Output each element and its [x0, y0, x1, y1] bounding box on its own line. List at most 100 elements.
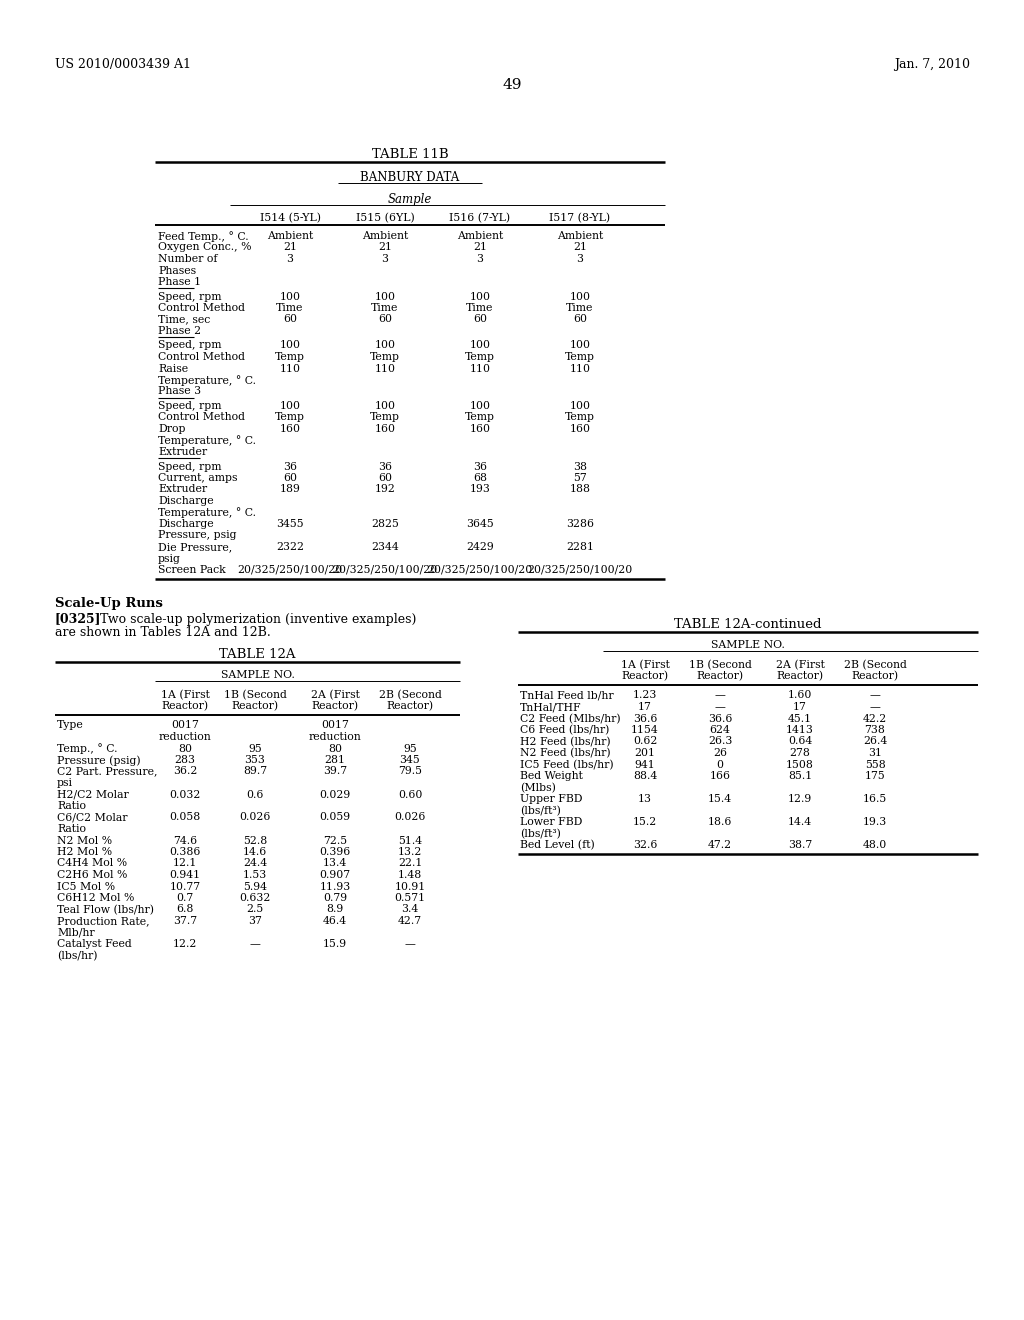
Text: Reactor): Reactor) [622, 671, 669, 681]
Text: 3: 3 [382, 253, 388, 264]
Text: 193: 193 [470, 484, 490, 495]
Text: 60: 60 [473, 314, 487, 325]
Text: Discharge: Discharge [158, 519, 214, 529]
Text: H2 Mol %: H2 Mol % [57, 847, 112, 857]
Text: 38: 38 [573, 462, 587, 471]
Text: Oxygen Conc., %: Oxygen Conc., % [158, 243, 252, 252]
Text: 1A (First: 1A (First [621, 660, 670, 669]
Text: 110: 110 [375, 363, 395, 374]
Text: 85.1: 85.1 [787, 771, 812, 781]
Text: 0017: 0017 [171, 721, 199, 730]
Text: Raise: Raise [158, 363, 188, 374]
Text: 36.6: 36.6 [633, 714, 657, 723]
Text: C4H4 Mol %: C4H4 Mol % [57, 858, 127, 869]
Text: C6/C2 Molar: C6/C2 Molar [57, 813, 128, 822]
Text: Speed, rpm: Speed, rpm [158, 401, 221, 411]
Text: 51.4: 51.4 [398, 836, 422, 846]
Text: I516 (7-YL): I516 (7-YL) [450, 213, 511, 223]
Text: 0.386: 0.386 [169, 847, 201, 857]
Text: 1.60: 1.60 [787, 690, 812, 701]
Text: 80: 80 [178, 743, 193, 754]
Text: 1154: 1154 [631, 725, 658, 735]
Text: 21: 21 [378, 243, 392, 252]
Text: 2281: 2281 [566, 543, 594, 552]
Text: 3: 3 [577, 253, 584, 264]
Text: 624: 624 [710, 725, 730, 735]
Text: —: — [715, 702, 725, 711]
Text: (lbs/hr): (lbs/hr) [57, 950, 97, 961]
Text: 12.9: 12.9 [787, 795, 812, 804]
Text: C6 Feed (lbs/hr): C6 Feed (lbs/hr) [520, 725, 609, 735]
Text: 160: 160 [280, 424, 300, 434]
Text: are shown in Tables 12A and 12B.: are shown in Tables 12A and 12B. [55, 626, 270, 639]
Text: 20/325/250/100/20: 20/325/250/100/20 [427, 565, 532, 576]
Text: Teal Flow (lbs/hr): Teal Flow (lbs/hr) [57, 904, 154, 915]
Text: 26.3: 26.3 [708, 737, 732, 747]
Text: 10.77: 10.77 [169, 882, 201, 891]
Text: BANBURY DATA: BANBURY DATA [360, 172, 460, 183]
Text: 60: 60 [378, 473, 392, 483]
Text: 19.3: 19.3 [863, 817, 887, 828]
Text: 189: 189 [280, 484, 300, 495]
Text: 100: 100 [469, 292, 490, 301]
Text: 8.9: 8.9 [327, 904, 344, 915]
Text: Time: Time [566, 304, 594, 313]
Text: 2.5: 2.5 [247, 904, 263, 915]
Text: 1.23: 1.23 [633, 690, 657, 701]
Text: 42.2: 42.2 [863, 714, 887, 723]
Text: Upper FBD: Upper FBD [520, 795, 583, 804]
Text: Pressure, psig: Pressure, psig [158, 531, 237, 540]
Text: N2 Feed (lbs/hr): N2 Feed (lbs/hr) [520, 748, 610, 758]
Text: 100: 100 [569, 401, 591, 411]
Text: 0.64: 0.64 [787, 737, 812, 747]
Text: 42.7: 42.7 [398, 916, 422, 927]
Text: 1.48: 1.48 [398, 870, 422, 880]
Text: 188: 188 [569, 484, 591, 495]
Text: 89.7: 89.7 [243, 767, 267, 776]
Text: I514 (5-YL): I514 (5-YL) [259, 213, 321, 223]
Text: Sample: Sample [388, 193, 432, 206]
Text: 10.91: 10.91 [394, 882, 426, 891]
Text: Temp: Temp [370, 412, 400, 422]
Text: 6.8: 6.8 [176, 904, 194, 915]
Text: (lbs/ft³): (lbs/ft³) [520, 829, 561, 838]
Text: 60: 60 [573, 314, 587, 325]
Text: 0: 0 [717, 759, 724, 770]
Text: Reactor): Reactor) [851, 671, 899, 681]
Text: 0.029: 0.029 [319, 789, 350, 800]
Text: 60: 60 [283, 314, 297, 325]
Text: 166: 166 [710, 771, 730, 781]
Text: 941: 941 [635, 759, 655, 770]
Text: 0.632: 0.632 [240, 894, 270, 903]
Text: Scale-Up Runs: Scale-Up Runs [55, 597, 163, 610]
Text: 5.94: 5.94 [243, 882, 267, 891]
Text: I517 (8-YL): I517 (8-YL) [550, 213, 610, 223]
Text: 0.907: 0.907 [319, 870, 350, 880]
Text: 1508: 1508 [786, 759, 814, 770]
Text: 14.6: 14.6 [243, 847, 267, 857]
Text: Phases: Phases [158, 265, 197, 276]
Text: psig: psig [158, 553, 181, 564]
Text: 3455: 3455 [276, 519, 304, 529]
Text: Reactor): Reactor) [696, 671, 743, 681]
Text: 1B (Second: 1B (Second [688, 660, 752, 669]
Text: 36: 36 [283, 462, 297, 471]
Text: IC5 Mol %: IC5 Mol % [57, 882, 115, 891]
Text: H2 Feed (lbs/hr): H2 Feed (lbs/hr) [520, 737, 610, 747]
Text: 18.6: 18.6 [708, 817, 732, 828]
Text: Die Pressure,: Die Pressure, [158, 543, 232, 552]
Text: 0.059: 0.059 [319, 813, 350, 822]
Text: 2B (Second: 2B (Second [844, 660, 906, 669]
Text: Time: Time [466, 304, 494, 313]
Text: 37: 37 [248, 916, 262, 927]
Text: 37.7: 37.7 [173, 916, 197, 927]
Text: 281: 281 [325, 755, 345, 766]
Text: 38.7: 38.7 [787, 840, 812, 850]
Text: Temp: Temp [275, 352, 305, 362]
Text: I515 (6YL): I515 (6YL) [355, 213, 415, 223]
Text: Ambient: Ambient [457, 231, 503, 242]
Text: 12.1: 12.1 [173, 858, 198, 869]
Text: TABLE 12A-continued: TABLE 12A-continued [674, 618, 821, 631]
Text: 68: 68 [473, 473, 487, 483]
Text: 60: 60 [283, 473, 297, 483]
